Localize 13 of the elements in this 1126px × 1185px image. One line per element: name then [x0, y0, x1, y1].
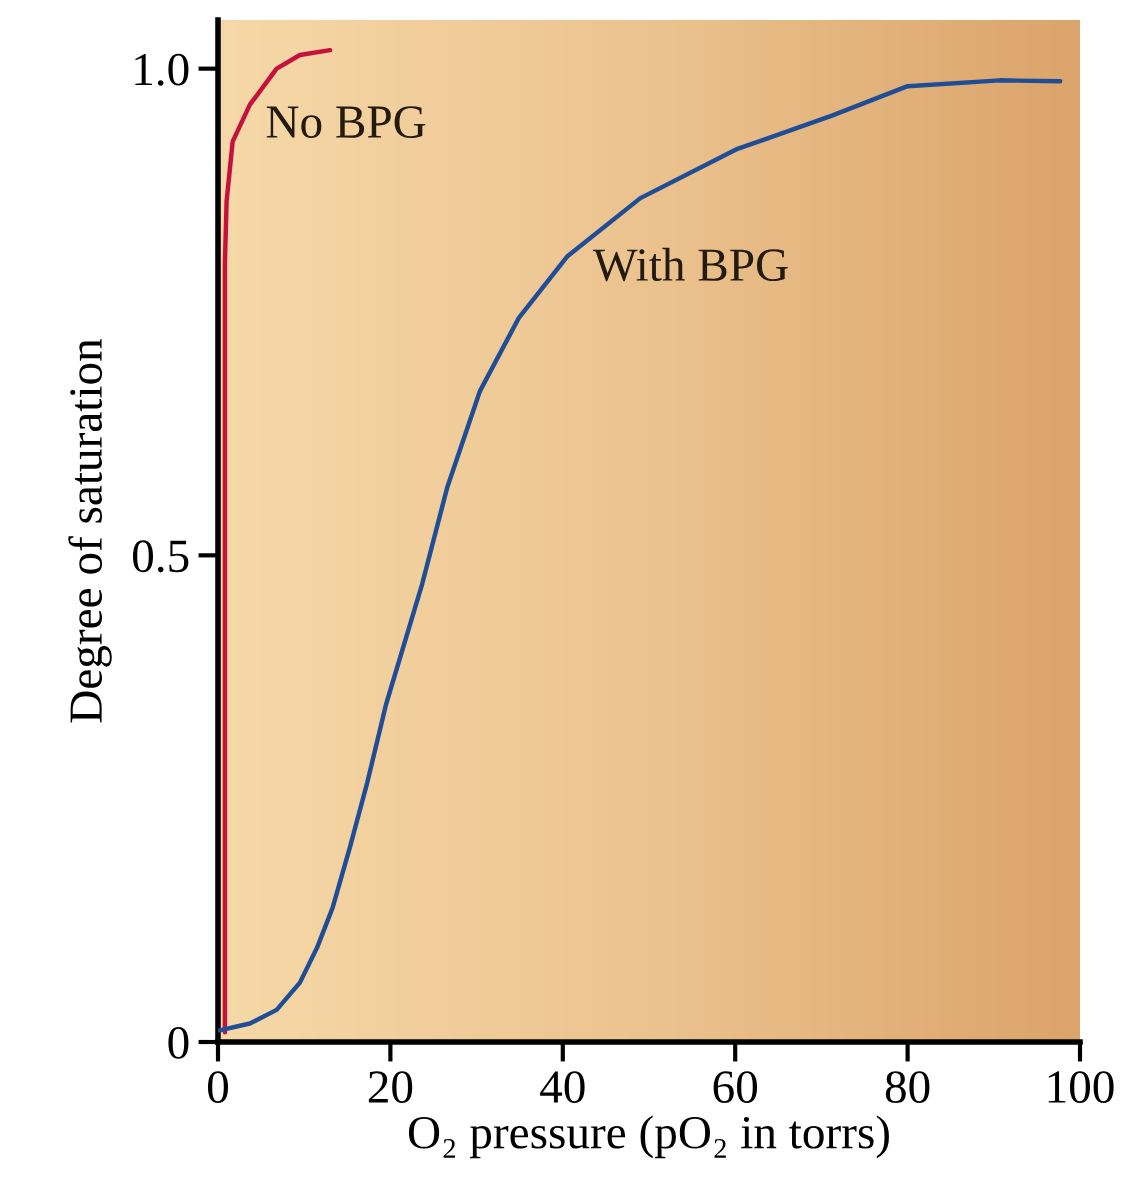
- x-tick-label: 60: [713, 1071, 758, 1104]
- y-tick-label: 1.0: [135, 53, 189, 86]
- x-tick-label: 0: [207, 1071, 229, 1104]
- x-tick-label: 80: [885, 1071, 930, 1104]
- y-axis-title: Degree of saturation: [68, 338, 112, 723]
- y-tick-label: 0.5: [132, 540, 189, 573]
- series-label: With BPG: [593, 247, 788, 282]
- x-tick-label: 40: [540, 1071, 585, 1104]
- x-tick-label: 100: [1048, 1071, 1114, 1104]
- series-label: No BPG: [266, 106, 426, 138]
- x-tick-label: 20: [368, 1071, 413, 1104]
- y-tick-label: 0: [168, 1026, 189, 1059]
- x-axis-title: O₂ pressure (pO₂ in torrs): [408, 1115, 889, 1159]
